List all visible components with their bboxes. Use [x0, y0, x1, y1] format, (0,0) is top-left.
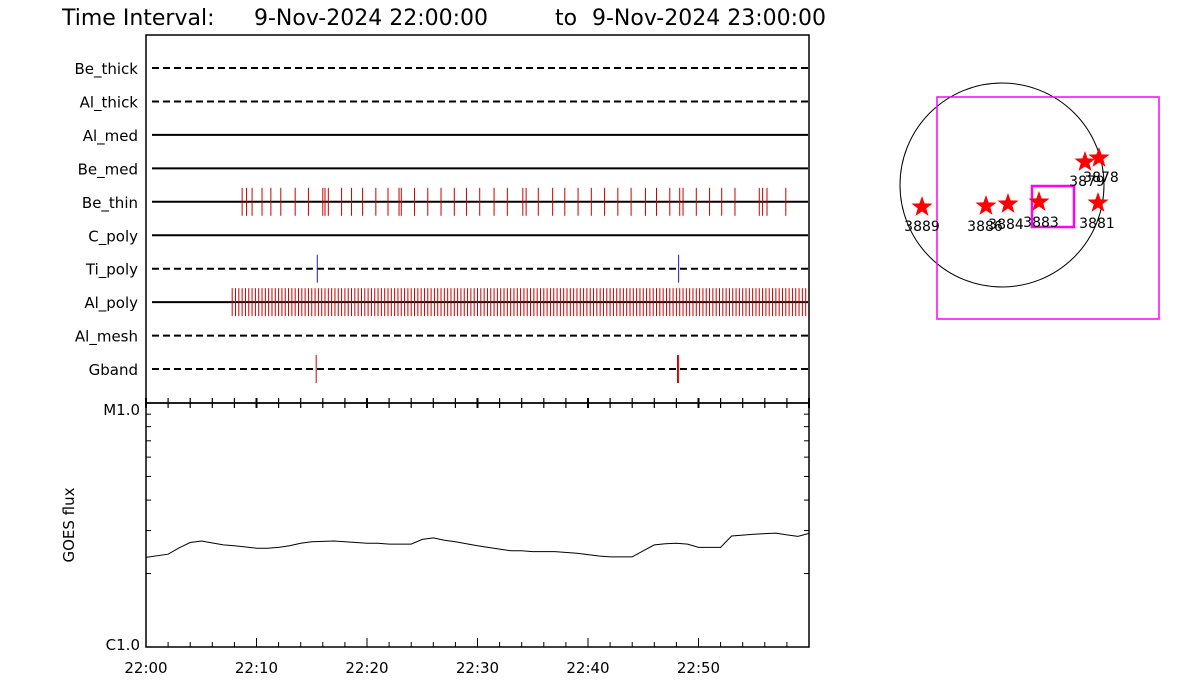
title-sep: to — [555, 6, 577, 31]
ytick-label-m1: M1.0 — [103, 401, 140, 419]
ar-star-3879 — [1074, 151, 1096, 171]
ar-label-3883: 3883 — [1023, 215, 1059, 231]
x-tick-label: 22:20 — [345, 659, 388, 677]
ar-label-3878: 3878 — [1083, 170, 1119, 186]
ar-label-3884: 3884 — [988, 217, 1024, 233]
channel-label-al-med: Al_med — [83, 127, 138, 146]
goes-flux-line — [145, 532, 810, 558]
channel-label-al-thick: Al_thick — [80, 93, 139, 112]
ar-star-3881 — [1087, 192, 1109, 212]
ar-star-3884 — [997, 193, 1019, 213]
solar-disk — [899, 82, 1105, 288]
channel-label-gband: Gband — [89, 361, 138, 379]
channel-label-al-mesh: Al_mesh — [75, 328, 138, 347]
x-tick-label: 22:50 — [677, 659, 720, 677]
channel-label-c-poly: C_poly — [88, 227, 138, 246]
channel-label-al-poly: Al_poly — [84, 294, 138, 313]
goes-flux-panel: GOES flux M1.0 C1.0 — [60, 401, 810, 654]
channel-label-be-thick: Be_thick — [74, 60, 138, 79]
ar-star-3883 — [1028, 191, 1050, 211]
x-tick-label: 22:40 — [566, 659, 609, 677]
x-tick-label: 22:00 — [124, 659, 167, 677]
title-prefix: Time Interval: — [61, 6, 215, 31]
fov-inner-box — [1030, 184, 1076, 229]
ar-label-3889: 3889 — [904, 219, 940, 235]
fov-outer-box — [936, 96, 1160, 320]
ar-star-3878 — [1088, 147, 1110, 167]
timeline-frame — [145, 34, 810, 404]
ar-label-3879: 3879 — [1069, 174, 1105, 190]
ytick-label-c1: C1.0 — [106, 636, 140, 654]
title-start: 9-Nov-2024 22:00:00 — [254, 6, 488, 31]
ar-star-3889 — [911, 196, 933, 216]
goes-frame — [145, 402, 810, 648]
ar-label-3881: 3881 — [1079, 216, 1115, 232]
x-tick-label: 22:10 — [235, 659, 278, 677]
ar-star-3886 — [975, 195, 997, 215]
title-end: 9-Nov-2024 23:00:00 — [592, 6, 826, 31]
channel-label-be-thin: Be_thin — [82, 194, 138, 213]
channel-label-ti-poly: Ti_poly — [85, 261, 138, 280]
x-tick-label: 22:30 — [456, 659, 499, 677]
ar-label-3886: 3886 — [967, 219, 1003, 235]
goes-ylabel: GOES flux — [60, 487, 78, 562]
channel-label-be-med: Be_med — [78, 160, 138, 179]
event-timeline-panel: Be_thick Al_thick Al_med Be_med Be_thin C_pol… — [74, 34, 810, 677]
